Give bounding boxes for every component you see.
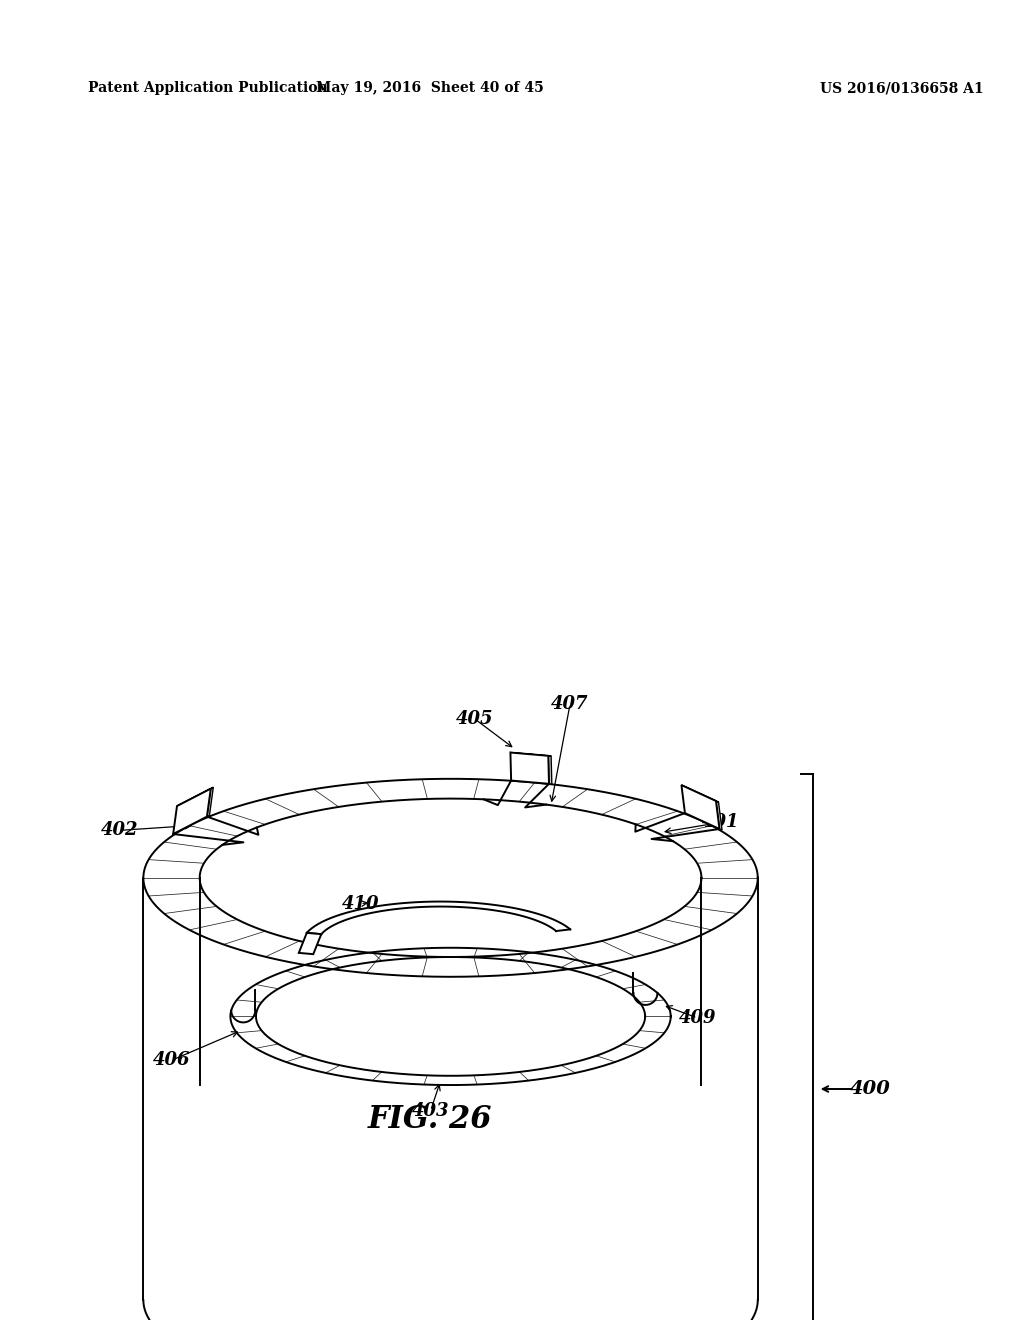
Text: 410: 410 (342, 895, 379, 913)
Polygon shape (177, 787, 213, 807)
Polygon shape (716, 801, 722, 830)
Text: Patent Application Publication: Patent Application Publication (88, 81, 328, 95)
Polygon shape (173, 788, 211, 834)
Text: US 2016/0136658 A1: US 2016/0136658 A1 (820, 81, 984, 95)
Text: 402: 402 (101, 821, 139, 840)
Text: 405: 405 (457, 710, 494, 729)
Text: 406: 406 (153, 1052, 190, 1069)
Text: 400: 400 (850, 1080, 891, 1098)
Polygon shape (681, 785, 719, 803)
Text: May 19, 2016  Sheet 40 of 45: May 19, 2016 Sheet 40 of 45 (316, 81, 544, 95)
Polygon shape (207, 787, 213, 817)
Text: FIG. 26: FIG. 26 (368, 1105, 493, 1135)
Text: 403: 403 (412, 1102, 450, 1119)
Polygon shape (548, 756, 552, 784)
Polygon shape (299, 933, 322, 954)
Text: 409: 409 (679, 1008, 716, 1027)
Polygon shape (510, 752, 551, 756)
Polygon shape (510, 752, 549, 784)
Text: 407: 407 (551, 696, 589, 713)
Text: 401: 401 (702, 813, 739, 832)
Polygon shape (681, 785, 720, 829)
